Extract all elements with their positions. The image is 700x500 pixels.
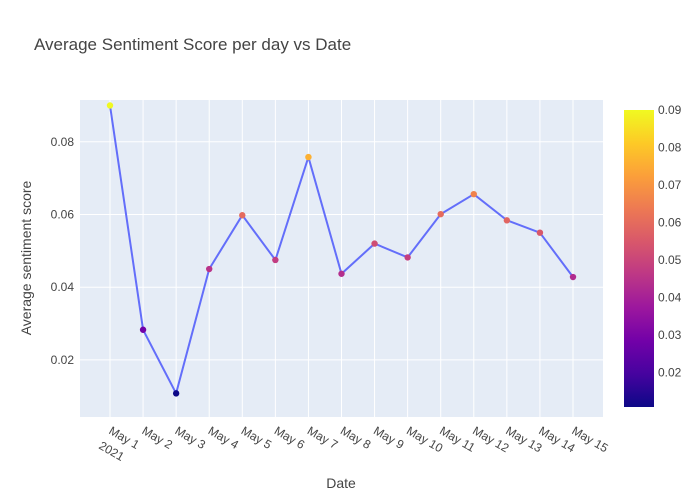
x-tick-label: May 15: [570, 423, 611, 455]
data-point[interactable]: [503, 217, 511, 224]
data-point[interactable]: [470, 190, 477, 198]
colorbar-tick-label: 0.04: [658, 291, 682, 305]
colorbar-tick-label: 0.08: [658, 141, 682, 155]
x-tick-label: May 7: [305, 423, 341, 452]
data-point[interactable]: [206, 265, 213, 273]
data-point[interactable]: [239, 212, 246, 219]
colorbar: [624, 110, 654, 407]
data-points[interactable]: [106, 102, 577, 397]
data-point[interactable]: [371, 240, 378, 247]
data-point[interactable]: [106, 102, 114, 109]
colorbar-tick-label: 0.06: [658, 216, 682, 230]
x-tick-label: May 10: [404, 423, 445, 455]
colorbar-ticks: 0.02 0.03 0.04 0.05 0.06 0.07 0.08 0.09: [658, 103, 682, 380]
data-point[interactable]: [172, 390, 180, 397]
x-tick-label: May 6: [272, 423, 308, 452]
x-tick-label: May 9: [371, 423, 407, 452]
data-point[interactable]: [536, 229, 544, 236]
data-point[interactable]: [569, 273, 577, 281]
data-point[interactable]: [404, 254, 411, 261]
data-point[interactable]: [437, 210, 444, 218]
x-tick-label: May 12: [470, 423, 511, 455]
y-axis-ticks: 0.02 0.04 0.06 0.08: [51, 135, 75, 367]
x-tick-label: May 2: [140, 423, 176, 452]
colorbar-tick-label: 0.02: [658, 366, 682, 380]
x-tick-label: May 5: [239, 423, 275, 452]
data-point[interactable]: [338, 270, 345, 277]
y-tick-label: 0.02: [51, 353, 75, 367]
x-tick-label: May 3: [173, 423, 209, 452]
x-tick-label: May 14: [536, 423, 577, 455]
x-tick-label: May 8: [338, 423, 374, 452]
colorbar-tick-label: 0.05: [658, 253, 682, 267]
data-point[interactable]: [272, 256, 279, 264]
colorbar-tick-label: 0.03: [658, 328, 682, 342]
x-tick-label: May 13: [503, 423, 544, 455]
x-tick-label: May 11: [437, 423, 478, 455]
chart-title: Average Sentiment Score per day vs Date: [34, 35, 351, 54]
data-point[interactable]: [139, 326, 147, 333]
y-tick-label: 0.06: [51, 208, 75, 222]
y-tick-label: 0.04: [51, 280, 75, 294]
x-tick-label: May 4: [206, 423, 242, 452]
data-point[interactable]: [305, 153, 312, 161]
y-tick-label: 0.08: [51, 135, 75, 149]
colorbar-tick-label: 0.09: [658, 103, 682, 117]
colorbar-tick-label: 0.07: [658, 178, 682, 192]
y-axis-title: Average sentiment score: [18, 180, 34, 335]
x-axis-title: Date: [326, 475, 356, 491]
